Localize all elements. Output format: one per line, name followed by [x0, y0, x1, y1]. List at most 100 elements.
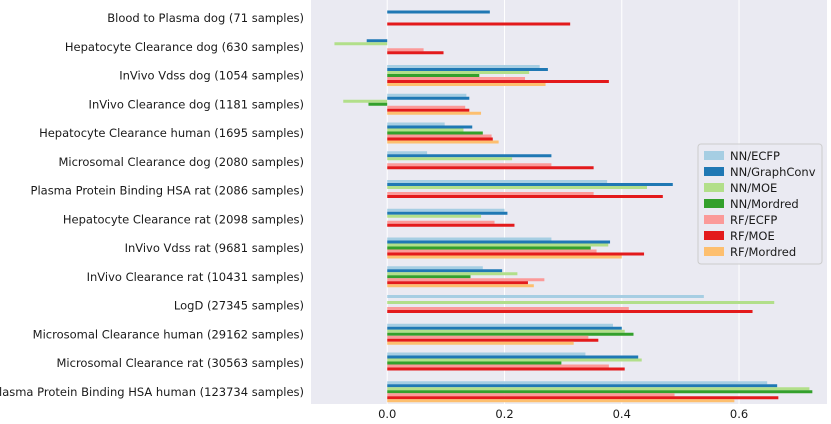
bar — [387, 396, 779, 400]
bar — [387, 122, 445, 126]
bar — [387, 266, 483, 270]
bar — [387, 77, 526, 80]
bar — [387, 71, 530, 74]
x-tick-label: 0.2 — [495, 407, 513, 421]
bar — [387, 364, 609, 368]
legend-swatch — [704, 183, 724, 192]
bar — [387, 214, 482, 218]
bar — [387, 74, 480, 77]
bar — [387, 83, 546, 86]
bar — [387, 163, 552, 167]
bar — [387, 131, 483, 135]
bar — [387, 310, 753, 313]
bar — [387, 243, 609, 247]
bar — [387, 393, 675, 397]
bar — [387, 367, 625, 371]
bar — [387, 65, 540, 68]
bar — [387, 93, 467, 97]
bar — [387, 105, 466, 109]
bar — [387, 341, 574, 345]
category-labels: Blood to Plasma dog (71 samples) Hepatocy… — [0, 11, 304, 399]
bar — [387, 183, 673, 186]
bar — [387, 275, 471, 279]
legend-swatch — [704, 215, 724, 224]
bar — [387, 151, 428, 155]
bar — [387, 22, 571, 26]
x-tick-labels: 0.0 0.2 0.4 0.6 — [378, 407, 748, 421]
bar — [366, 39, 388, 43]
bar — [387, 352, 586, 356]
bar — [387, 307, 629, 310]
bar — [387, 329, 625, 333]
x-tick-label: 0.4 — [613, 407, 631, 421]
bar — [387, 281, 528, 285]
bar — [387, 140, 499, 144]
legend-label: RF/ECFP — [730, 213, 777, 227]
bar — [387, 284, 534, 288]
x-tick-label: 0.0 — [378, 407, 396, 421]
bar — [387, 137, 493, 141]
bar — [334, 42, 388, 46]
category-label: Hepatocyte Clearance human (1695 samples… — [39, 126, 304, 140]
bar — [387, 399, 735, 403]
bar — [387, 361, 562, 365]
bar — [387, 48, 424, 52]
bar — [387, 387, 810, 391]
bar — [387, 180, 608, 183]
bar — [387, 269, 503, 273]
legend-box — [697, 143, 823, 265]
bar — [387, 68, 548, 71]
category-label: Plasma Protein Binding HSA rat (2086 sam… — [31, 184, 304, 198]
bar — [387, 255, 622, 259]
bar — [387, 111, 482, 115]
bar — [387, 220, 495, 224]
category-label: Hepatocyte Clearance dog (630 samples) — [65, 40, 304, 54]
bar — [387, 108, 470, 112]
category-label: Microsomal Clearance dog (2080 samples) — [58, 155, 304, 169]
bar — [387, 125, 473, 129]
bar — [387, 240, 611, 244]
bar — [387, 166, 594, 170]
bar — [387, 208, 505, 212]
category-label: InVivo Vdss dog (1054 samples) — [119, 69, 304, 83]
bar — [387, 384, 778, 388]
bar — [387, 295, 704, 298]
bar — [387, 246, 591, 250]
bar — [387, 335, 589, 339]
bar — [368, 102, 388, 106]
bar — [387, 128, 464, 132]
legend-label: NN/ECFP — [730, 149, 780, 163]
category-label: Plasma Protein Binding HSA human (123734… — [0, 385, 304, 399]
bar — [387, 355, 639, 359]
bar — [387, 301, 775, 304]
category-label: InVivo Clearance dog (1181 samples) — [89, 97, 304, 111]
bar — [387, 223, 515, 227]
legend-swatch — [704, 247, 724, 256]
bar — [387, 154, 552, 158]
bars — [334, 10, 813, 403]
bar — [387, 211, 508, 215]
bar — [387, 272, 518, 276]
bar — [387, 237, 552, 241]
bar — [387, 249, 597, 253]
legend-swatch — [704, 231, 724, 240]
legend: NN/ECFP NN/GraphConv NN/MOE NN/Mordred RF/EC… — [697, 143, 823, 265]
legend-label: RF/Mordred — [730, 245, 796, 259]
x-tick-label: 0.6 — [730, 407, 748, 421]
legend-label: NN/GraphConv — [730, 165, 816, 179]
bar — [343, 99, 388, 103]
bar — [387, 96, 470, 100]
category-label: Hepatocyte Clearance rat (2098 samples) — [63, 212, 304, 226]
bar — [387, 323, 613, 327]
legend-label: RF/MOE — [730, 229, 775, 243]
category-label: LogD (27345 samples) — [174, 299, 304, 313]
category-label: Blood to Plasma dog (71 samples) — [107, 11, 304, 25]
bar — [387, 192, 594, 195]
bar — [387, 332, 634, 336]
bar — [387, 186, 647, 189]
bar — [387, 10, 490, 14]
bar — [387, 390, 813, 394]
bar — [387, 195, 663, 198]
legend-swatch — [704, 199, 724, 208]
